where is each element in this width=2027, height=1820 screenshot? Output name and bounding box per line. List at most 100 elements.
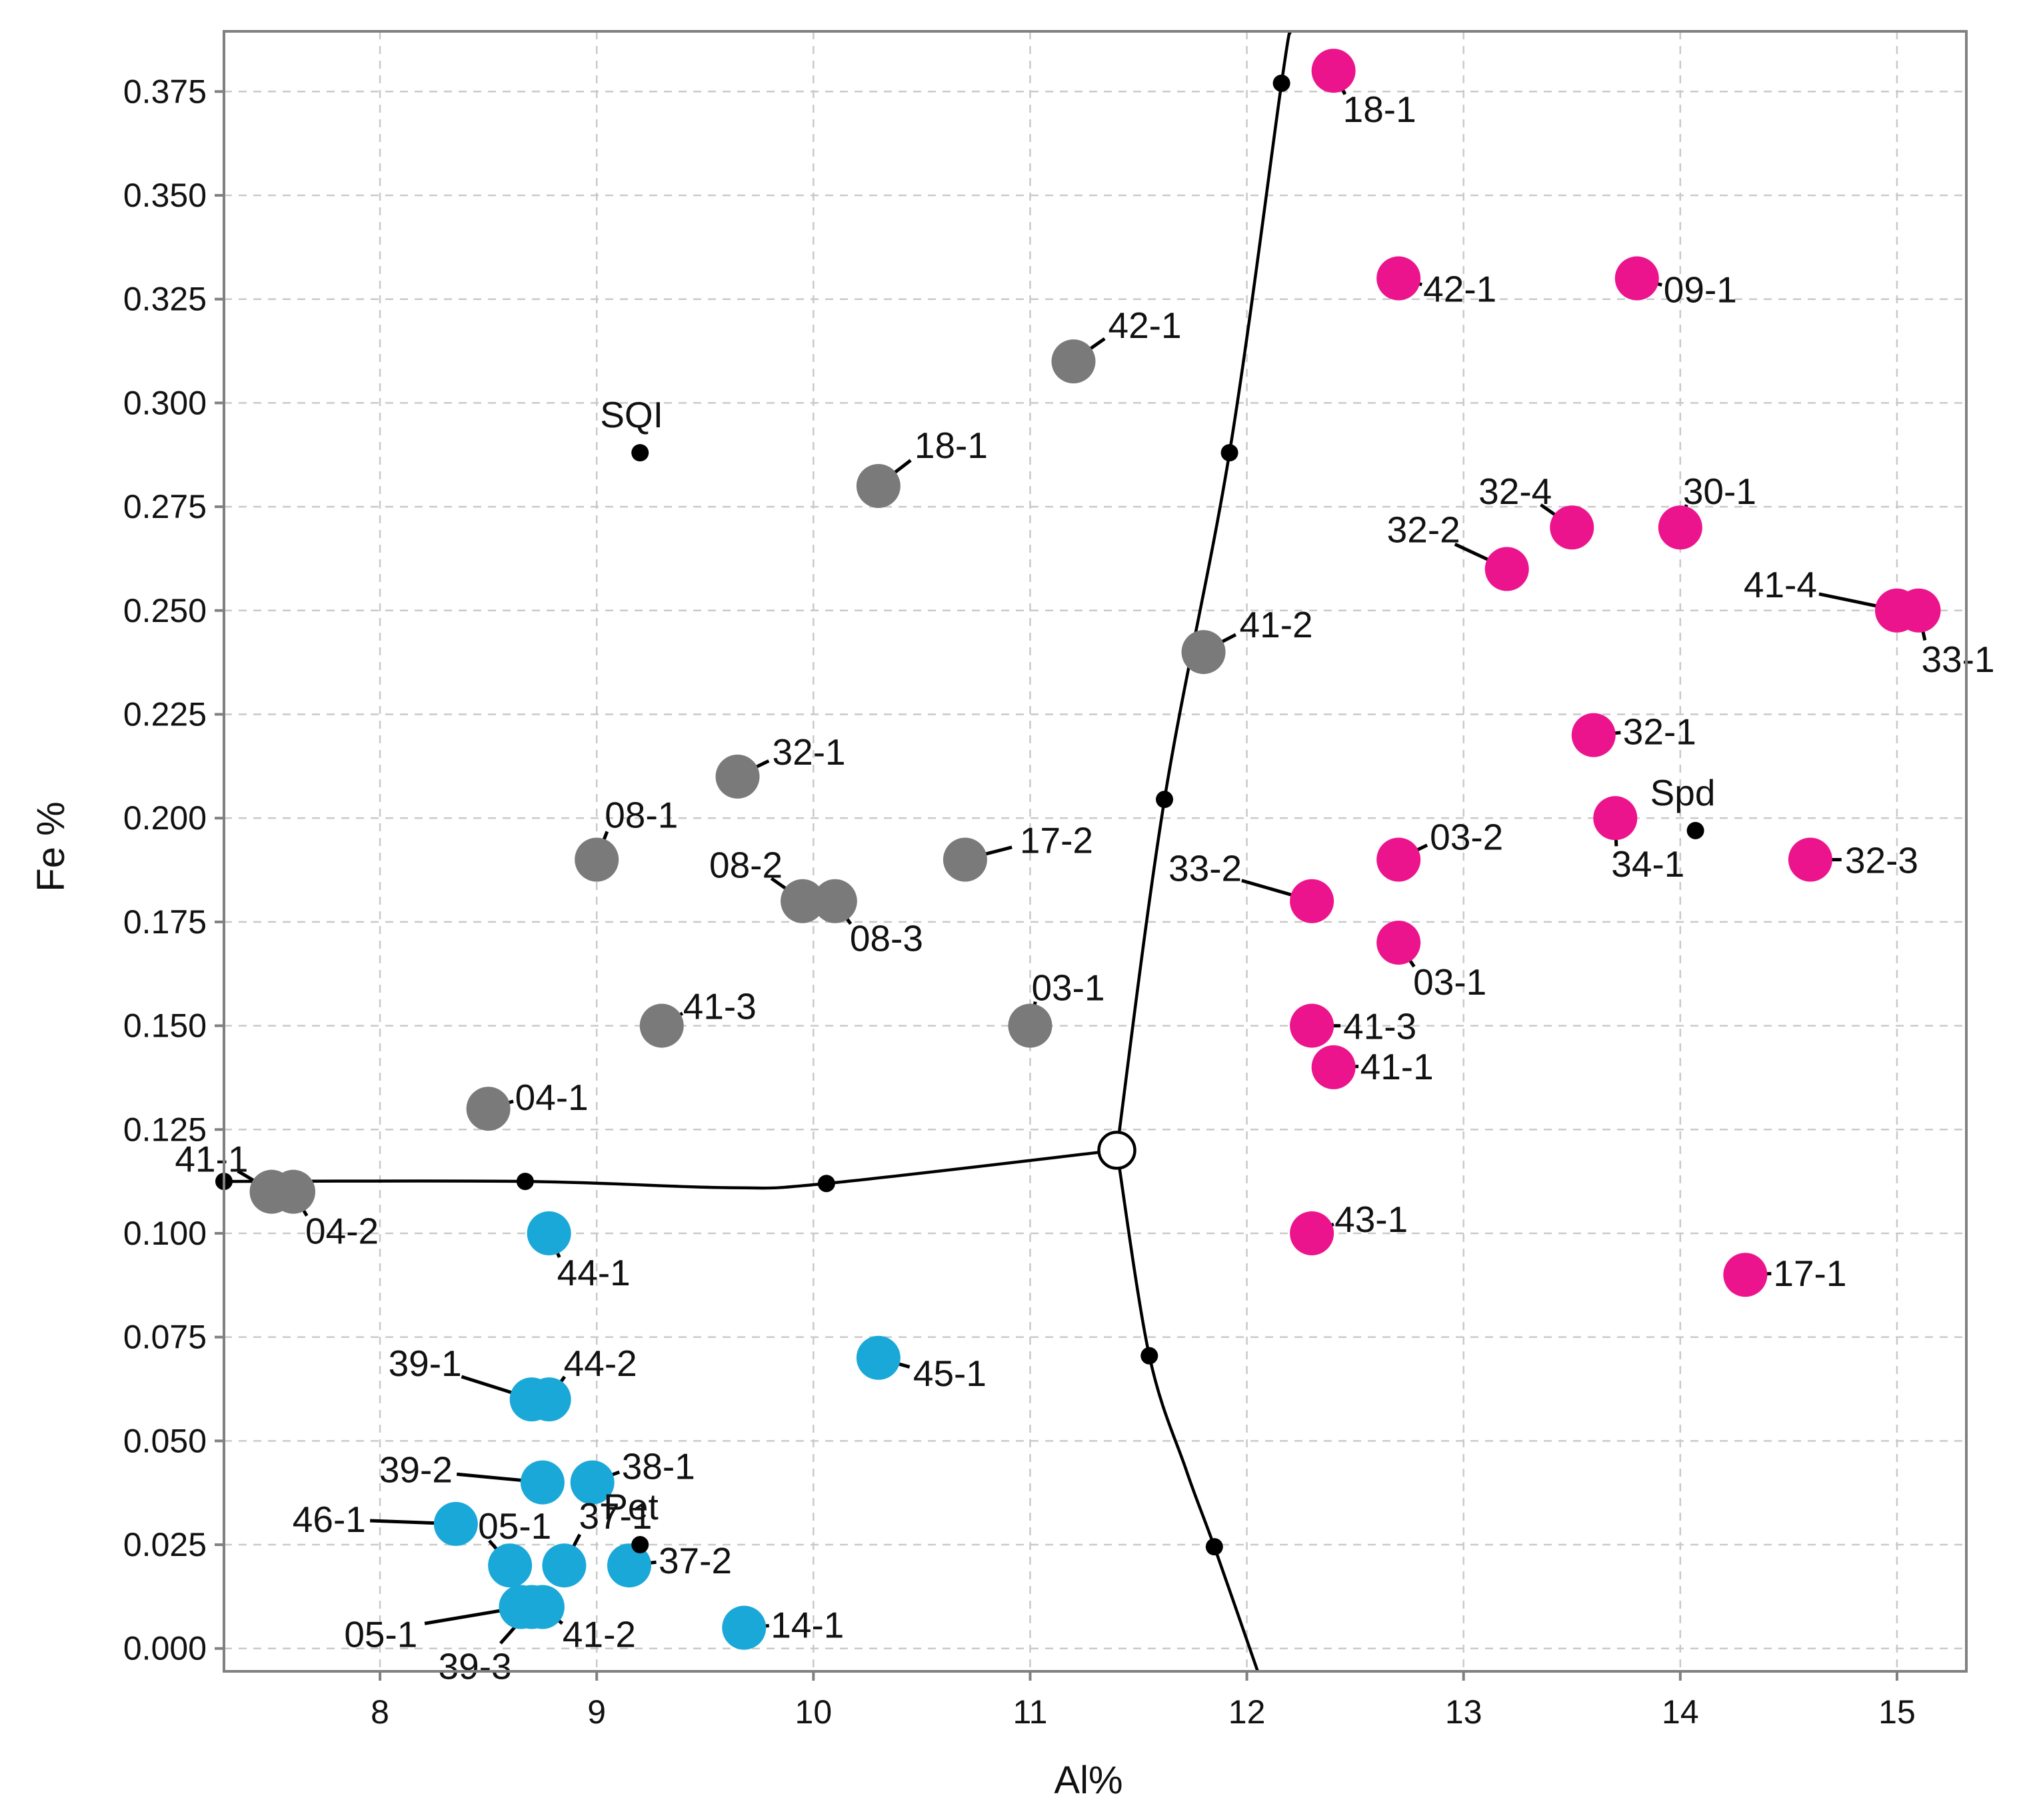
cyan-point	[542, 1543, 587, 1588]
axis-ticks: 8 9 10 11 12 13 14 15 0.000 0.025 0.050 0.075 0.100 0…	[123, 73, 1916, 1731]
grey-point	[1181, 630, 1226, 675]
magenta-point	[1376, 921, 1421, 965]
cyan-point	[527, 1377, 571, 1422]
x-tick-label: 11	[1013, 1693, 1048, 1731]
y-tick-label: 0.250	[123, 592, 207, 629]
magenta-point	[1290, 879, 1334, 923]
cyan-point	[570, 1460, 615, 1505]
magenta-point	[1550, 505, 1594, 550]
point-label: 41-3	[1343, 1006, 1416, 1047]
y-tick-label: 0.025	[123, 1526, 207, 1563]
point-label: 04-1	[515, 1077, 589, 1118]
magenta-point	[1788, 837, 1832, 882]
boundary-lower-branch	[1115, 1150, 1259, 1672]
point-label: 37-2	[659, 1540, 732, 1581]
boundary-node	[1272, 74, 1290, 92]
magenta-point	[1376, 837, 1421, 882]
y-tick-label: 0.300	[123, 384, 207, 421]
x-tick-label: 9	[587, 1693, 606, 1731]
point-label: 37-1	[579, 1495, 652, 1537]
y-tick-label: 0.200	[123, 799, 207, 837]
magenta-point	[1593, 796, 1638, 841]
point-label: 32-4	[1478, 471, 1552, 512]
boundary-node	[1205, 1538, 1223, 1556]
magenta-point	[1571, 713, 1616, 757]
grey-point	[271, 1169, 316, 1214]
boundary-node	[817, 1175, 835, 1193]
y-tick-label: 0.075	[123, 1319, 207, 1356]
point-label: 43-1	[1334, 1199, 1408, 1240]
cyan-point	[722, 1605, 767, 1650]
point-label: 09-1	[1664, 269, 1737, 311]
point-label: 32-3	[1845, 839, 1918, 881]
grey-point	[466, 1087, 511, 1131]
point-label: 41-2	[563, 1613, 636, 1655]
phase-boundaries	[215, 31, 1292, 1672]
magenta-point	[1723, 1253, 1768, 1297]
grey-point	[575, 837, 619, 882]
point-label: 39-1	[389, 1343, 462, 1384]
magenta-point	[1290, 1211, 1334, 1255]
point-label: 03-1	[1413, 961, 1486, 1003]
grey-point	[813, 879, 857, 923]
x-tick-label: 14	[1662, 1693, 1699, 1731]
point-label: 41-3	[683, 986, 757, 1027]
y-tick-label: 0.000	[123, 1630, 207, 1667]
grey-point	[639, 1003, 684, 1048]
x-tick-label: 13	[1445, 1693, 1482, 1731]
cyan-point	[488, 1543, 533, 1588]
x-tick-label: 15	[1878, 1693, 1916, 1731]
grid	[224, 31, 1966, 1671]
boundary-node	[516, 1173, 534, 1191]
magenta-point	[1376, 256, 1421, 301]
reference-point-marker	[631, 1536, 649, 1554]
point-label: 42-1	[1423, 269, 1496, 310]
x-tick-label: 8	[371, 1693, 389, 1731]
magenta-point	[1658, 505, 1702, 550]
point-label: 41-4	[1744, 564, 1817, 605]
point-label: 03-2	[1430, 816, 1503, 857]
cyan-point	[520, 1460, 565, 1505]
point-label: 42-1	[1108, 305, 1181, 346]
point-label: 41-1	[175, 1139, 248, 1180]
point-label: 32-1	[773, 731, 846, 773]
point-label: 08-1	[605, 794, 678, 835]
point-label: 41-1	[1360, 1046, 1434, 1087]
point-label: 08-3	[850, 918, 923, 959]
grey-point	[943, 837, 987, 882]
magenta-point	[1614, 256, 1659, 301]
y-tick-label: 0.325	[123, 281, 207, 318]
point-label: 17-1	[1773, 1253, 1846, 1294]
y-tick-label: 0.225	[123, 695, 207, 733]
y-tick-label: 0.350	[123, 177, 207, 214]
point-label: 34-1	[1611, 843, 1684, 885]
y-tick-label: 0.275	[123, 488, 207, 525]
reference-point-label: SQI	[600, 394, 663, 435]
grey-point	[715, 754, 760, 799]
point-label: 17-2	[1020, 819, 1093, 861]
magenta-point	[1311, 49, 1356, 93]
point-label: 44-1	[557, 1252, 631, 1293]
point-label: 32-2	[1387, 509, 1460, 551]
boundary-node	[1220, 444, 1238, 462]
grey-point	[856, 463, 901, 508]
point-label: 30-1	[1683, 471, 1756, 512]
triple-point-marker	[1097, 1131, 1136, 1170]
point-label: 44-2	[564, 1343, 637, 1384]
point-label: 45-1	[913, 1353, 987, 1394]
point-label: 05-1	[478, 1505, 551, 1547]
point-label: 08-2	[709, 845, 783, 886]
x-axis-title: Al%	[1054, 1759, 1122, 1802]
magenta-point	[1290, 1003, 1334, 1048]
point-label: 14-1	[771, 1605, 844, 1646]
point-label: 32-1	[1623, 711, 1696, 753]
magenta-point	[1311, 1045, 1356, 1089]
x-tick-label: 10	[795, 1693, 833, 1731]
point-label: 39-2	[379, 1449, 453, 1491]
point-label: 03-1	[1031, 967, 1104, 1009]
point-label: 39-3	[439, 1645, 512, 1687]
reference-point-label: Pet	[603, 1486, 659, 1527]
y-tick-label: 0.150	[123, 1007, 207, 1045]
